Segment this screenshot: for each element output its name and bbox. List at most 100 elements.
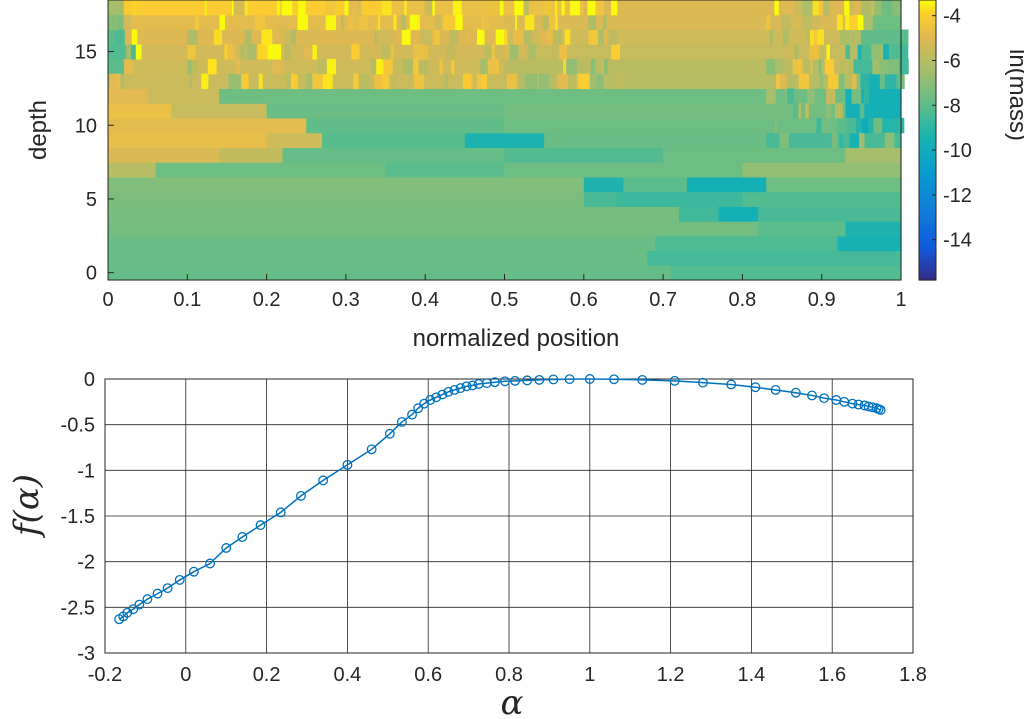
colorbar-step [919, 224, 936, 227]
heatmap-cell [845, 103, 902, 119]
heatmap-texture-cell [837, 14, 843, 31]
heatmap-texture-cell [227, 44, 236, 60]
heatmap-texture-cell [402, 58, 414, 75]
data-point [548, 374, 559, 385]
colorbar-step [919, 250, 936, 253]
colorbar-step [919, 62, 936, 65]
heatmap-cell [108, 132, 268, 148]
heatmap-cell [758, 221, 847, 237]
heatmap-texture-cell [514, 0, 524, 16]
colorbar-step [919, 90, 936, 93]
data-point [564, 374, 575, 385]
heatmap-texture-cell [312, 29, 321, 45]
heatmap-texture-cell [204, 0, 207, 16]
heatmap-texture-cell [836, 117, 847, 134]
heatmap-texture-cell [108, 14, 115, 31]
colorbar-step [919, 190, 936, 193]
colorbar-step [919, 256, 936, 259]
heatmap-texture-cell [413, 58, 419, 75]
heatmap-texture-cell [838, 73, 845, 90]
colorbar-step [919, 206, 936, 209]
heatmap-texture-cell [114, 14, 119, 31]
colorbar-step [919, 192, 936, 195]
heatmap-texture-cell [587, 0, 596, 16]
colorbar-step [919, 244, 936, 247]
colorbar-step [919, 58, 936, 61]
colorbar-step [919, 46, 936, 49]
heatmap-texture-cell [512, 44, 519, 60]
heatmap-texture-cell [381, 44, 391, 60]
colorbar-step [919, 78, 936, 81]
heatmap-cell [464, 132, 545, 148]
heatmap-texture-cell [813, 29, 818, 45]
heatmap-texture-cell [528, 44, 533, 60]
data-point [534, 374, 545, 385]
heatmap-texture-cell [495, 29, 505, 45]
heatmap-texture-cell [433, 29, 440, 45]
heatmap-texture-cell [884, 132, 895, 148]
heatmap-cell [108, 221, 759, 237]
heatmap-cell [108, 206, 680, 222]
heatmap-texture-cell [231, 0, 234, 16]
heatmap-texture-cell [477, 29, 485, 45]
heatmap-texture-cell [874, 0, 882, 16]
heatmap-texture-cell [325, 0, 336, 16]
heatmap-texture-cell [849, 132, 860, 148]
heatmap-texture-cell [381, 73, 390, 90]
heatmap-texture-cell [834, 103, 843, 119]
heatmap-cell [108, 103, 173, 119]
heatmap-texture-cell [515, 14, 517, 31]
colorbar-step [919, 162, 936, 165]
colorbar-step [919, 242, 936, 245]
heatmap-texture-cell [254, 14, 265, 31]
colorbar-step [919, 170, 936, 173]
heatmap-texture-cell [593, 14, 596, 31]
heatmap-texture-cell [857, 14, 864, 31]
heatmap-texture-cell [817, 29, 825, 45]
line-y-tick-label: -1 [77, 460, 95, 482]
heatmap-texture-cell [825, 88, 836, 104]
heatmap-texture-cell [294, 58, 300, 75]
heatmap-texture-cell [780, 73, 787, 90]
heatmap-texture-cell [766, 88, 776, 104]
colorbar-step [919, 98, 936, 101]
data-point [807, 390, 817, 401]
colorbar-step [919, 178, 936, 181]
heatmap-texture-cell [570, 0, 575, 16]
colorbar-tick-label: -12 [943, 185, 972, 207]
line-y-tick-label: -2.5 [61, 597, 95, 619]
heatmap-texture-cell [857, 44, 862, 60]
heatmap-texture-cell [839, 29, 849, 45]
colorbar-step [919, 120, 936, 123]
heatmap-texture-cell [504, 29, 508, 45]
colorbar-gradient [919, 0, 936, 281]
heatmap-texture-cell [267, 44, 273, 60]
heatmap-texture-cell [604, 58, 608, 75]
heatmap-texture-cell [589, 73, 597, 90]
heatmap-texture-cell [131, 29, 138, 45]
heatmap-cell [322, 132, 466, 148]
colorbar-step [919, 200, 936, 203]
heatmap-cell [123, 0, 387, 16]
heatmap-texture-cell [509, 44, 513, 60]
heatmap-texture-cell [449, 29, 459, 45]
heatmap-cell [583, 0, 862, 16]
heatmap-texture-cell [124, 58, 134, 75]
heatmap-texture-cell [598, 29, 605, 45]
colorbar-step [919, 108, 936, 111]
heatmap-texture-cell [595, 0, 604, 16]
heatmap-texture-cell [235, 58, 241, 75]
heatmap-texture-cell [770, 14, 775, 31]
colorbar-step [919, 96, 936, 99]
heatmap-texture-cell [303, 44, 313, 60]
heatmap-texture-cell [446, 44, 456, 60]
heatmap-texture-cell [574, 0, 580, 16]
colorbar-step [919, 182, 936, 185]
heatmap-texture-cell [243, 44, 249, 60]
heatmap-chart: 0 0.1 0.2 0.3 0.4 0.5 0.6 0.7 0.8 0.9 1 0 5 10 15 nor… [25, 0, 1024, 352]
heatmap-texture-cell [785, 88, 787, 104]
heatmap-cell [108, 147, 220, 163]
heatmap-texture-cell [282, 29, 291, 45]
heatmap-texture-cell [420, 29, 432, 45]
data-point [396, 416, 407, 427]
